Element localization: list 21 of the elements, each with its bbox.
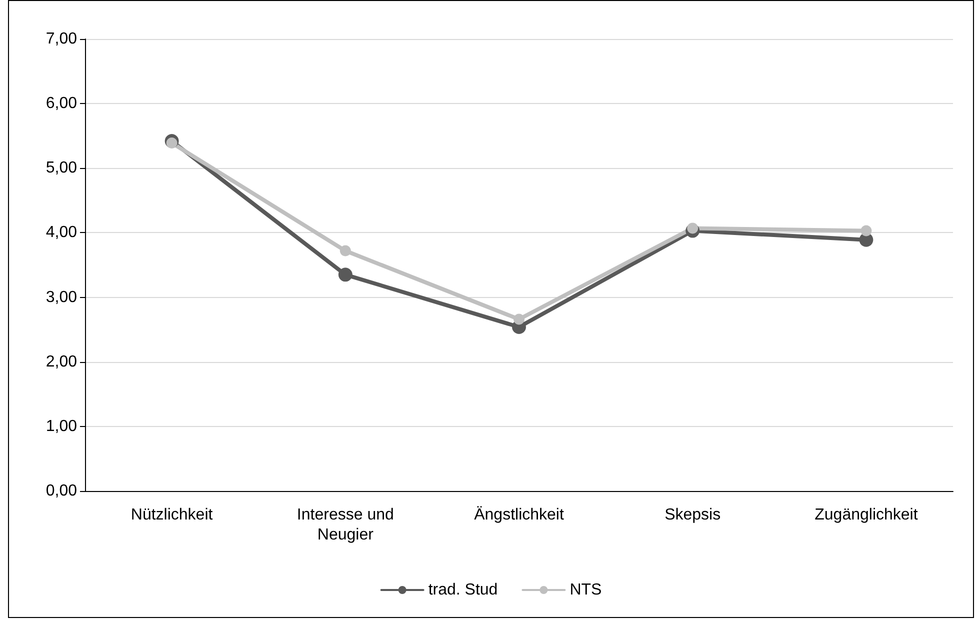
- x-tick-label: Ängstlichkeit: [474, 506, 564, 524]
- y-tick-label: 1,00: [46, 418, 78, 435]
- y-tick-label: 0,00: [46, 482, 78, 500]
- y-tick-label: 2,00: [46, 353, 78, 370]
- point: [687, 222, 698, 234]
- legend-label: trad. Stud: [428, 582, 498, 598]
- point: [860, 225, 872, 236]
- legend-label: NTS: [570, 582, 602, 598]
- x-tick-label: Nützlichkeit: [130, 506, 214, 524]
- x-tick-label: Interesse und Neugier: [296, 506, 394, 544]
- y-tick-label: 4,00: [46, 224, 78, 242]
- y-tick-label: 5,00: [46, 160, 78, 177]
- x-tick-label: Zugänglichkeit: [814, 506, 918, 524]
- point: [338, 268, 352, 282]
- point: [166, 137, 178, 148]
- point: [514, 314, 524, 325]
- x-tick-label: Skepsis: [664, 506, 721, 524]
- point: [340, 245, 351, 256]
- y-tick-label: 3,00: [46, 288, 78, 306]
- y-tick-label: 7,00: [46, 30, 78, 48]
- y-tick-label: 6,00: [46, 95, 78, 112]
